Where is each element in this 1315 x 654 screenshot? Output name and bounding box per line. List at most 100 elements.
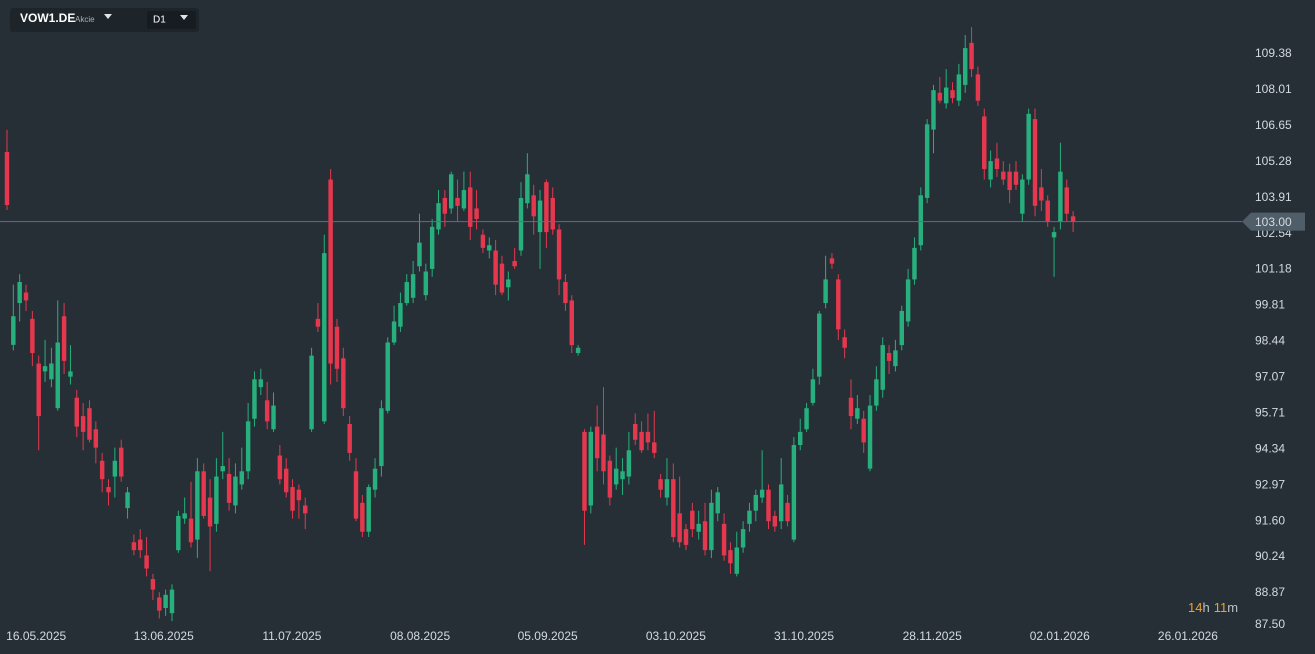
candle-body <box>817 313 822 377</box>
candle-body <box>258 379 264 388</box>
candle-body <box>226 473 232 503</box>
candle-body <box>233 476 238 506</box>
candle-body <box>169 589 175 614</box>
candle-body <box>468 187 473 227</box>
candle-body <box>480 234 486 248</box>
candle-body <box>823 279 828 304</box>
last-price-label: 103.00 <box>1255 215 1292 229</box>
candle-body <box>138 539 143 551</box>
candle-body <box>544 182 549 233</box>
interval-caret[interactable] <box>180 15 188 20</box>
candle-body <box>277 455 283 480</box>
candle-body <box>49 363 54 380</box>
symbol-caret[interactable] <box>104 14 112 19</box>
candle-body <box>525 174 530 204</box>
y-tick-label: 98.44 <box>1255 334 1285 348</box>
candle-body <box>778 484 784 522</box>
candle-body <box>982 116 987 170</box>
candle-body <box>994 158 1000 170</box>
candle-body <box>23 292 29 301</box>
y-tick-label: 87.50 <box>1255 617 1285 631</box>
candle-body <box>379 408 384 467</box>
candle-body <box>163 594 168 608</box>
x-tick-label: 11.07.2025 <box>262 629 321 643</box>
candle-body <box>322 253 327 422</box>
candle-body <box>353 471 359 519</box>
interval: D1 <box>153 15 166 26</box>
candle-body <box>347 423 352 453</box>
candle-body <box>334 326 340 369</box>
x-tick-label: 03.10.2025 <box>646 629 706 643</box>
candle-body <box>264 400 270 422</box>
candle-body <box>360 502 365 532</box>
countdown-hours: 14 <box>1188 600 1202 615</box>
candle-body <box>150 579 156 590</box>
candle-body <box>11 316 16 345</box>
candle-body <box>493 250 498 285</box>
candle-body <box>988 161 993 180</box>
candle-body <box>474 208 479 219</box>
candle-body <box>620 471 625 480</box>
candle-body <box>220 466 225 472</box>
x-tick-label: 31.10.2025 <box>774 629 834 643</box>
candle-body <box>550 197 555 230</box>
candle-body <box>80 416 86 432</box>
candle-body <box>950 90 955 99</box>
y-tick-label: 108.01 <box>1255 82 1292 96</box>
candle-body <box>677 513 682 543</box>
x-tick-label: 16.05.2025 <box>6 629 66 643</box>
candle-body <box>842 337 847 348</box>
candle-body <box>87 408 92 440</box>
candle-body <box>531 195 536 217</box>
candle-body <box>962 48 968 85</box>
candle-body <box>252 379 257 419</box>
candle-body <box>36 363 41 417</box>
plot: 109.38108.01106.65105.28103.91102.54101.… <box>0 27 1305 643</box>
candle-body <box>639 431 644 451</box>
x-tick-label: 02.01.2026 <box>1030 629 1090 643</box>
candle-body <box>1001 171 1006 180</box>
candle-body <box>144 555 149 569</box>
y-tick-label: 109.38 <box>1255 46 1292 60</box>
candle-body <box>734 547 739 574</box>
symbol-bar[interactable]: VOW1.DE Akcie D1 <box>10 8 199 32</box>
candle-body <box>303 505 308 514</box>
candle-body <box>42 366 48 372</box>
candle-body <box>943 87 949 104</box>
candle-body <box>1020 179 1025 214</box>
candle-body <box>537 200 543 233</box>
candle-body <box>899 310 904 346</box>
candle-body <box>366 487 371 532</box>
candle-body <box>512 261 517 267</box>
candle-body <box>633 423 638 440</box>
candle-body <box>880 345 885 390</box>
candle-body <box>68 371 73 377</box>
candle-body <box>385 342 390 411</box>
candle-body <box>658 479 663 490</box>
candle-body <box>309 355 314 430</box>
candle-body <box>315 318 321 327</box>
candle-body <box>556 229 562 280</box>
candle-body <box>341 358 346 409</box>
candle-body <box>740 529 746 548</box>
y-tick-label: 94.34 <box>1255 441 1285 455</box>
candle-body <box>848 397 854 417</box>
candle-body <box>99 460 105 480</box>
candle-body <box>1032 119 1038 206</box>
y-tick-label: 106.65 <box>1255 118 1292 132</box>
candle-body <box>874 379 879 406</box>
candle-body <box>937 92 943 101</box>
candle-body <box>283 468 289 493</box>
x-tick-label: 05.09.2025 <box>518 629 578 643</box>
candle-body <box>118 447 124 477</box>
candle-body <box>93 429 99 448</box>
countdown-minutes-unit: m <box>1227 600 1238 615</box>
candle-body <box>683 529 689 545</box>
candle-body <box>829 258 835 264</box>
candle-body <box>759 489 765 498</box>
asset-type: Akcie <box>75 15 95 24</box>
candle-body <box>582 431 587 511</box>
candle-body <box>448 174 454 209</box>
